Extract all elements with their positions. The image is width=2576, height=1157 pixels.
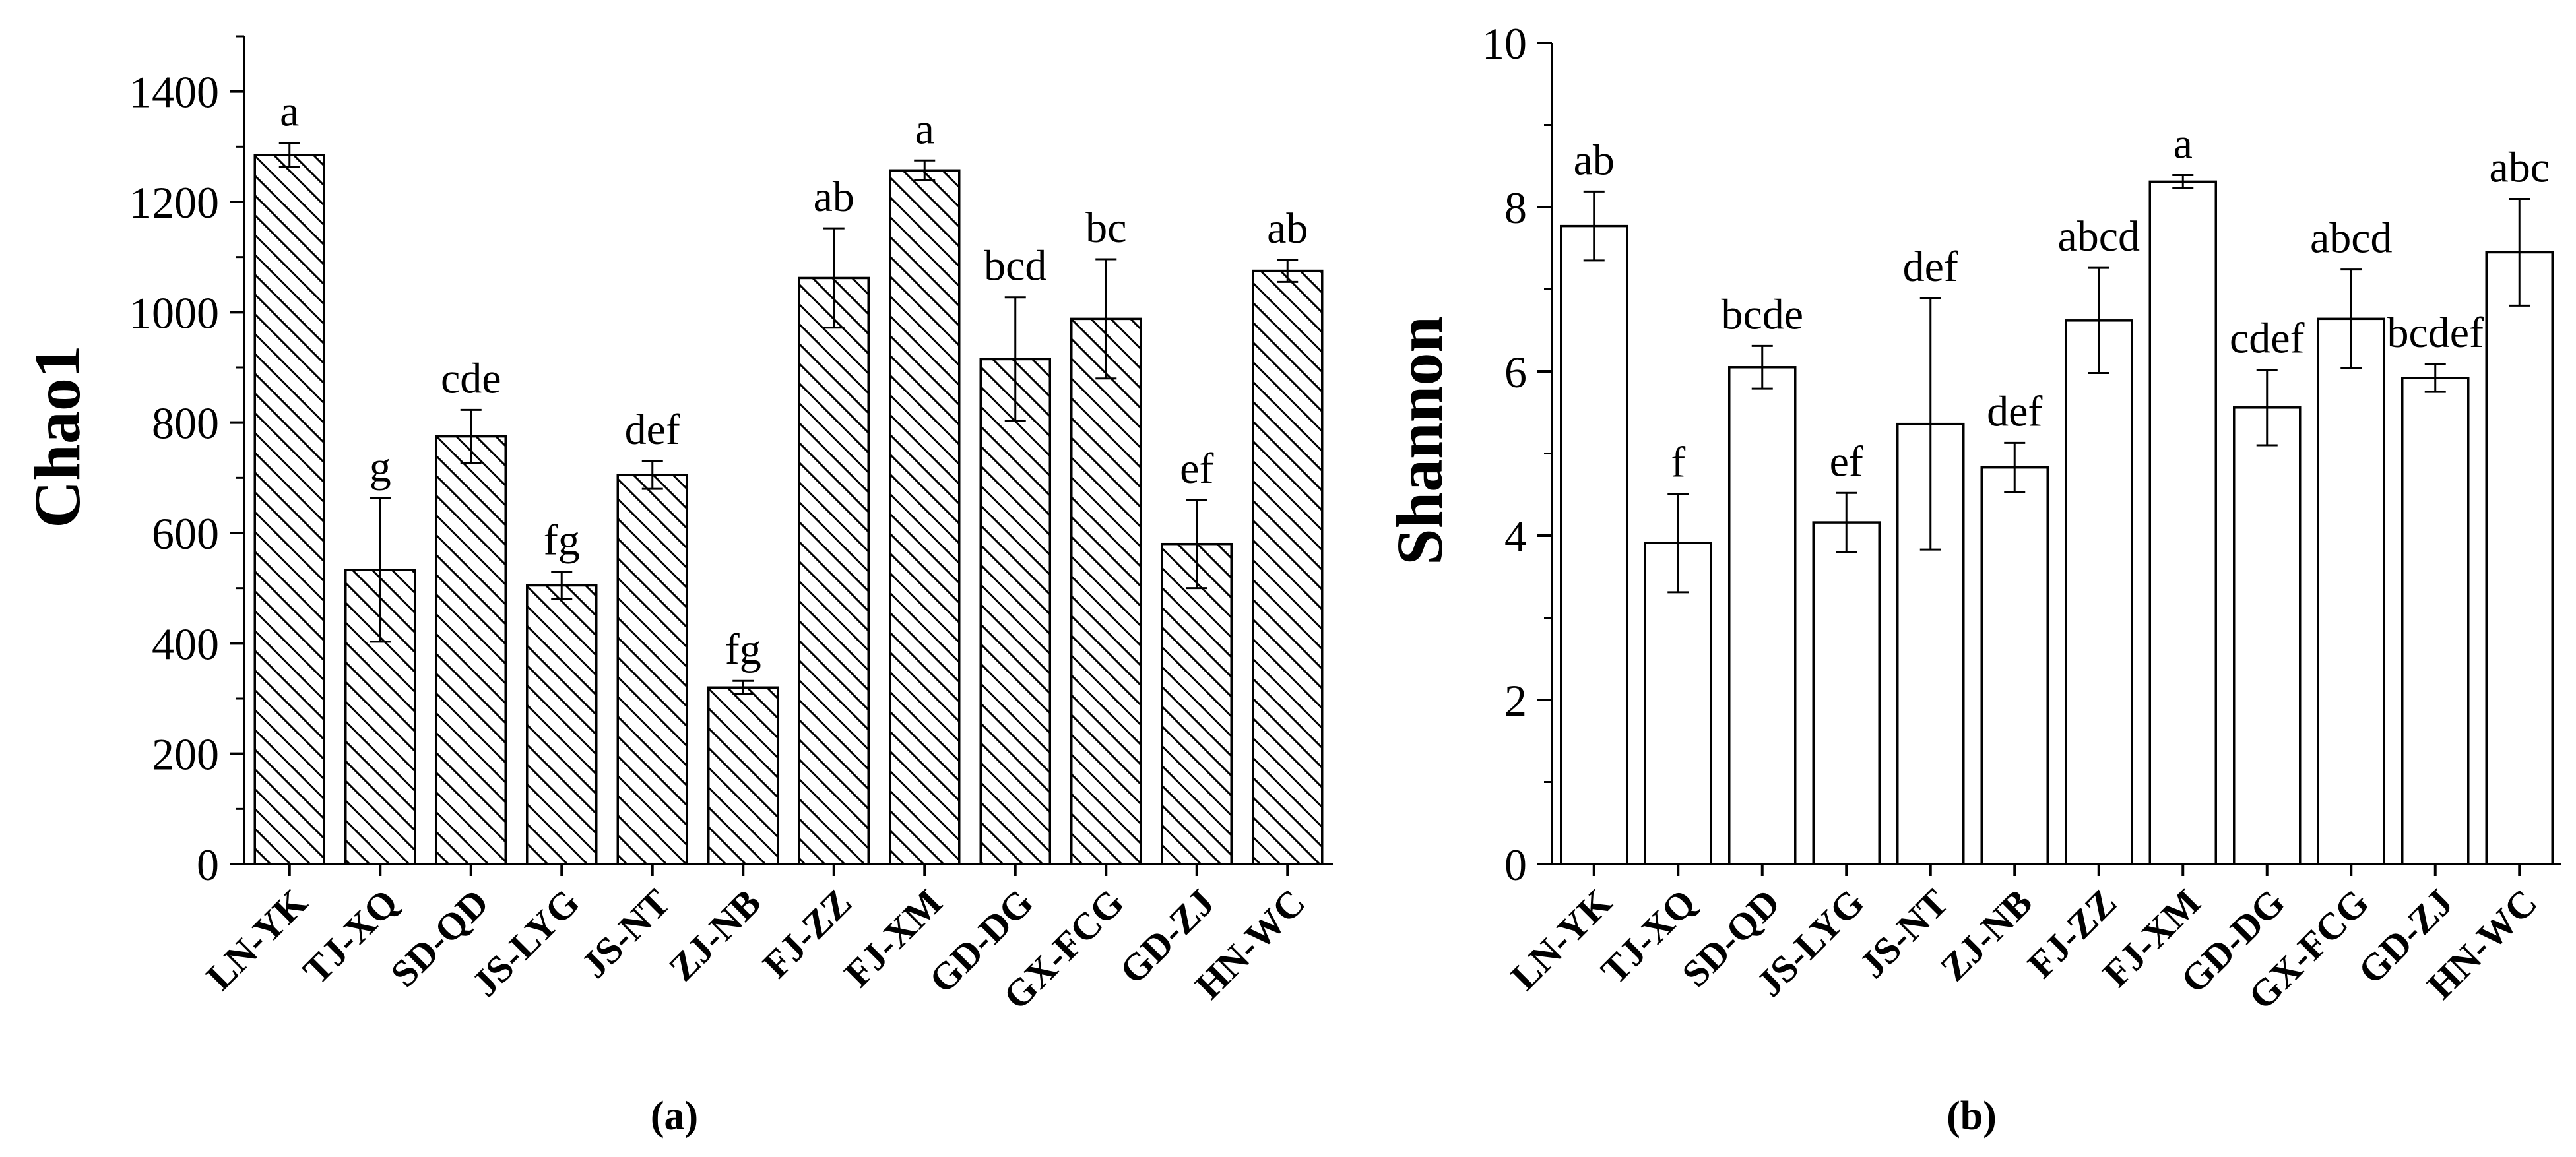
bar-a	[1070, 317, 1142, 865]
bar-b	[1980, 466, 2049, 865]
significance-label-b: abc	[2489, 144, 2550, 192]
y-tick-label-a: 1000	[129, 288, 219, 338]
significance-label-a: ef	[1180, 445, 1213, 493]
y-tick-label-b: 6	[1504, 347, 1527, 397]
significance-label-a: a	[280, 87, 299, 135]
significance-label-b: ab	[1574, 136, 1615, 184]
significance-label-a: bc	[1085, 204, 1126, 252]
panel-label-a: (a)	[651, 1094, 698, 1139]
significance-label-a: bcd	[984, 242, 1046, 290]
y-tick-label-b: 8	[1504, 183, 1527, 233]
significance-label-a: ab	[814, 173, 854, 221]
bar-b	[1644, 542, 1712, 865]
bar-b	[2401, 377, 2470, 865]
significance-label-b: f	[1671, 439, 1685, 487]
bar-a	[1161, 542, 1233, 865]
bar-a	[616, 474, 688, 865]
panel-label-b: (b)	[1947, 1094, 1997, 1139]
y-tick-label-a: 600	[152, 509, 219, 559]
bar-a	[526, 584, 598, 865]
significance-label-b: abcd	[2310, 214, 2393, 263]
bar-a	[253, 154, 325, 865]
y-tick-label-b: 10	[1482, 18, 1527, 69]
significance-label-a: cde	[441, 354, 501, 402]
x-tick-label-b: ZJ-NB	[1932, 881, 2040, 989]
bar-b	[2317, 317, 2385, 865]
y-tick-label-a: 400	[152, 619, 219, 669]
bar-a	[889, 169, 961, 865]
bar-a	[707, 686, 779, 865]
significance-label-b: bcde	[1721, 290, 1803, 338]
bar-a	[1252, 269, 1324, 865]
bar-b	[2485, 251, 2554, 865]
bar-b	[2233, 406, 2302, 865]
significance-label-b: abcd	[2057, 212, 2140, 261]
y-tick-label-a: 200	[152, 730, 219, 780]
y-tick-label-a: 1400	[129, 67, 219, 117]
significance-label-a: ab	[1267, 204, 1308, 253]
significance-label-a: fg	[725, 625, 761, 673]
y-axis-label-b: Shannon	[1383, 316, 1456, 565]
x-tick-label-a: ZJ-NB	[660, 881, 769, 989]
bar-b	[2065, 319, 2133, 865]
x-tick-label-a: LN-YK	[198, 881, 315, 998]
bar-b	[2148, 180, 2217, 865]
significance-label-a: g	[370, 443, 391, 491]
bar-a	[979, 358, 1051, 865]
significance-label-a: fg	[544, 516, 580, 565]
bar-a	[435, 435, 507, 865]
y-axis-label-a: Chao1	[20, 345, 94, 528]
x-tick-label-a: JS-NT	[573, 881, 678, 986]
significance-label-b: def	[1987, 387, 2042, 435]
bar-b	[1728, 366, 1797, 865]
y-tick-label-a: 0	[197, 840, 219, 890]
significance-label-b: def	[1903, 243, 1958, 291]
significance-label-b: cdef	[2230, 315, 2305, 363]
significance-label-b: bcdef	[2387, 309, 2484, 357]
x-tick-label-a: TJ-XQ	[294, 881, 406, 992]
significance-label-a: def	[625, 406, 680, 454]
chart-panel-a: 0 200 400 600 800 1000 1200 1400 Chao1 a LN-YK g TJ-…	[20, 35, 1333, 1018]
bar-b	[1812, 521, 1881, 865]
bar-b	[1560, 224, 1628, 865]
significance-label-b: ef	[1830, 437, 1863, 485]
x-tick-label-b: JS-NT	[1851, 881, 1956, 986]
y-tick-label-a: 800	[152, 398, 219, 449]
y-tick-label-b: 4	[1504, 511, 1527, 561]
y-tick-label-a: 1200	[129, 177, 219, 228]
y-tick-label-b: 0	[1504, 840, 1527, 890]
significance-label-a: a	[915, 105, 934, 153]
chart-panel-b: 0246810ShannonabLN-YKfTJ-XQbcdeSD-QDefJS…	[1383, 18, 2561, 1018]
bar-a	[798, 276, 870, 865]
x-tick-label-b: LN-YK	[1502, 881, 1620, 998]
y-tick-label-b: 2	[1504, 675, 1527, 726]
significance-label-b: a	[2174, 119, 2193, 168]
